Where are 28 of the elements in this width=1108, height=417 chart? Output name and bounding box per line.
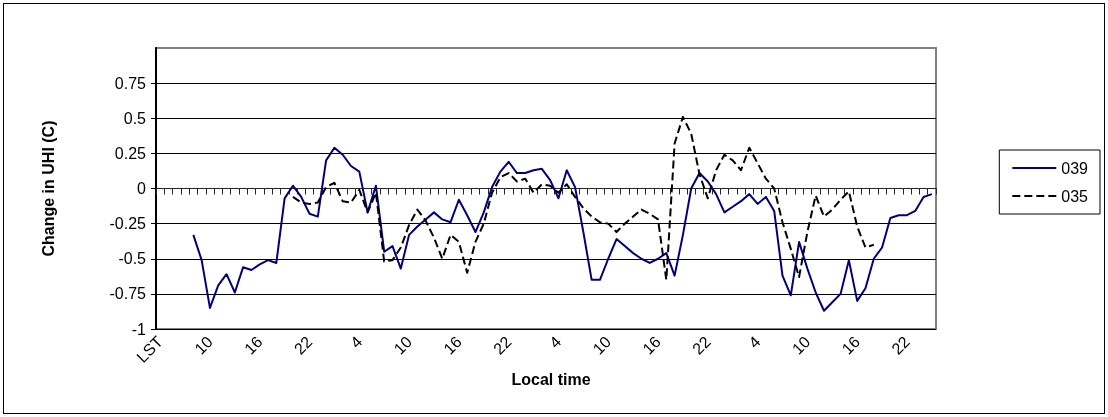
- y-tick-label: 0.5: [123, 109, 147, 127]
- y-tick-label: -0.25: [109, 215, 147, 233]
- x-axis-title: Local time: [511, 370, 591, 388]
- y-tick-label: 0.75: [114, 74, 147, 92]
- y-tick-label: -0.75: [109, 285, 147, 303]
- x-tick-label: 22: [888, 332, 914, 358]
- line-series: [192, 146, 933, 312]
- x-tick-label: 4: [745, 332, 764, 352]
- x-tick-label: 4: [546, 332, 565, 352]
- x-tick-label: 10: [390, 332, 416, 358]
- x-tick-label: 22: [290, 332, 316, 358]
- x-tick-label: 10: [589, 332, 615, 358]
- legend-label: 035: [1061, 187, 1089, 205]
- x-tick-label: 4: [347, 332, 366, 352]
- x-tick-label: 16: [241, 332, 266, 358]
- y-tick-label: -0.5: [118, 250, 147, 268]
- x-tick-label: 16: [639, 332, 665, 358]
- y-tick-label: -1: [131, 320, 147, 338]
- y-axis-title: Change in UHI (C): [39, 120, 57, 257]
- x-tick-label: 10: [191, 332, 217, 358]
- x-tick-label: 22: [689, 332, 714, 358]
- x-tick-label: 10: [788, 332, 814, 358]
- x-tick-label: 22: [490, 332, 515, 358]
- y-tick-label: 0: [137, 180, 147, 197]
- y-tick-label: 0.25: [114, 144, 147, 162]
- x-tick-label: 16: [838, 332, 864, 358]
- legend-label: 039: [1061, 159, 1089, 177]
- x-tick-label: 16: [440, 332, 465, 358]
